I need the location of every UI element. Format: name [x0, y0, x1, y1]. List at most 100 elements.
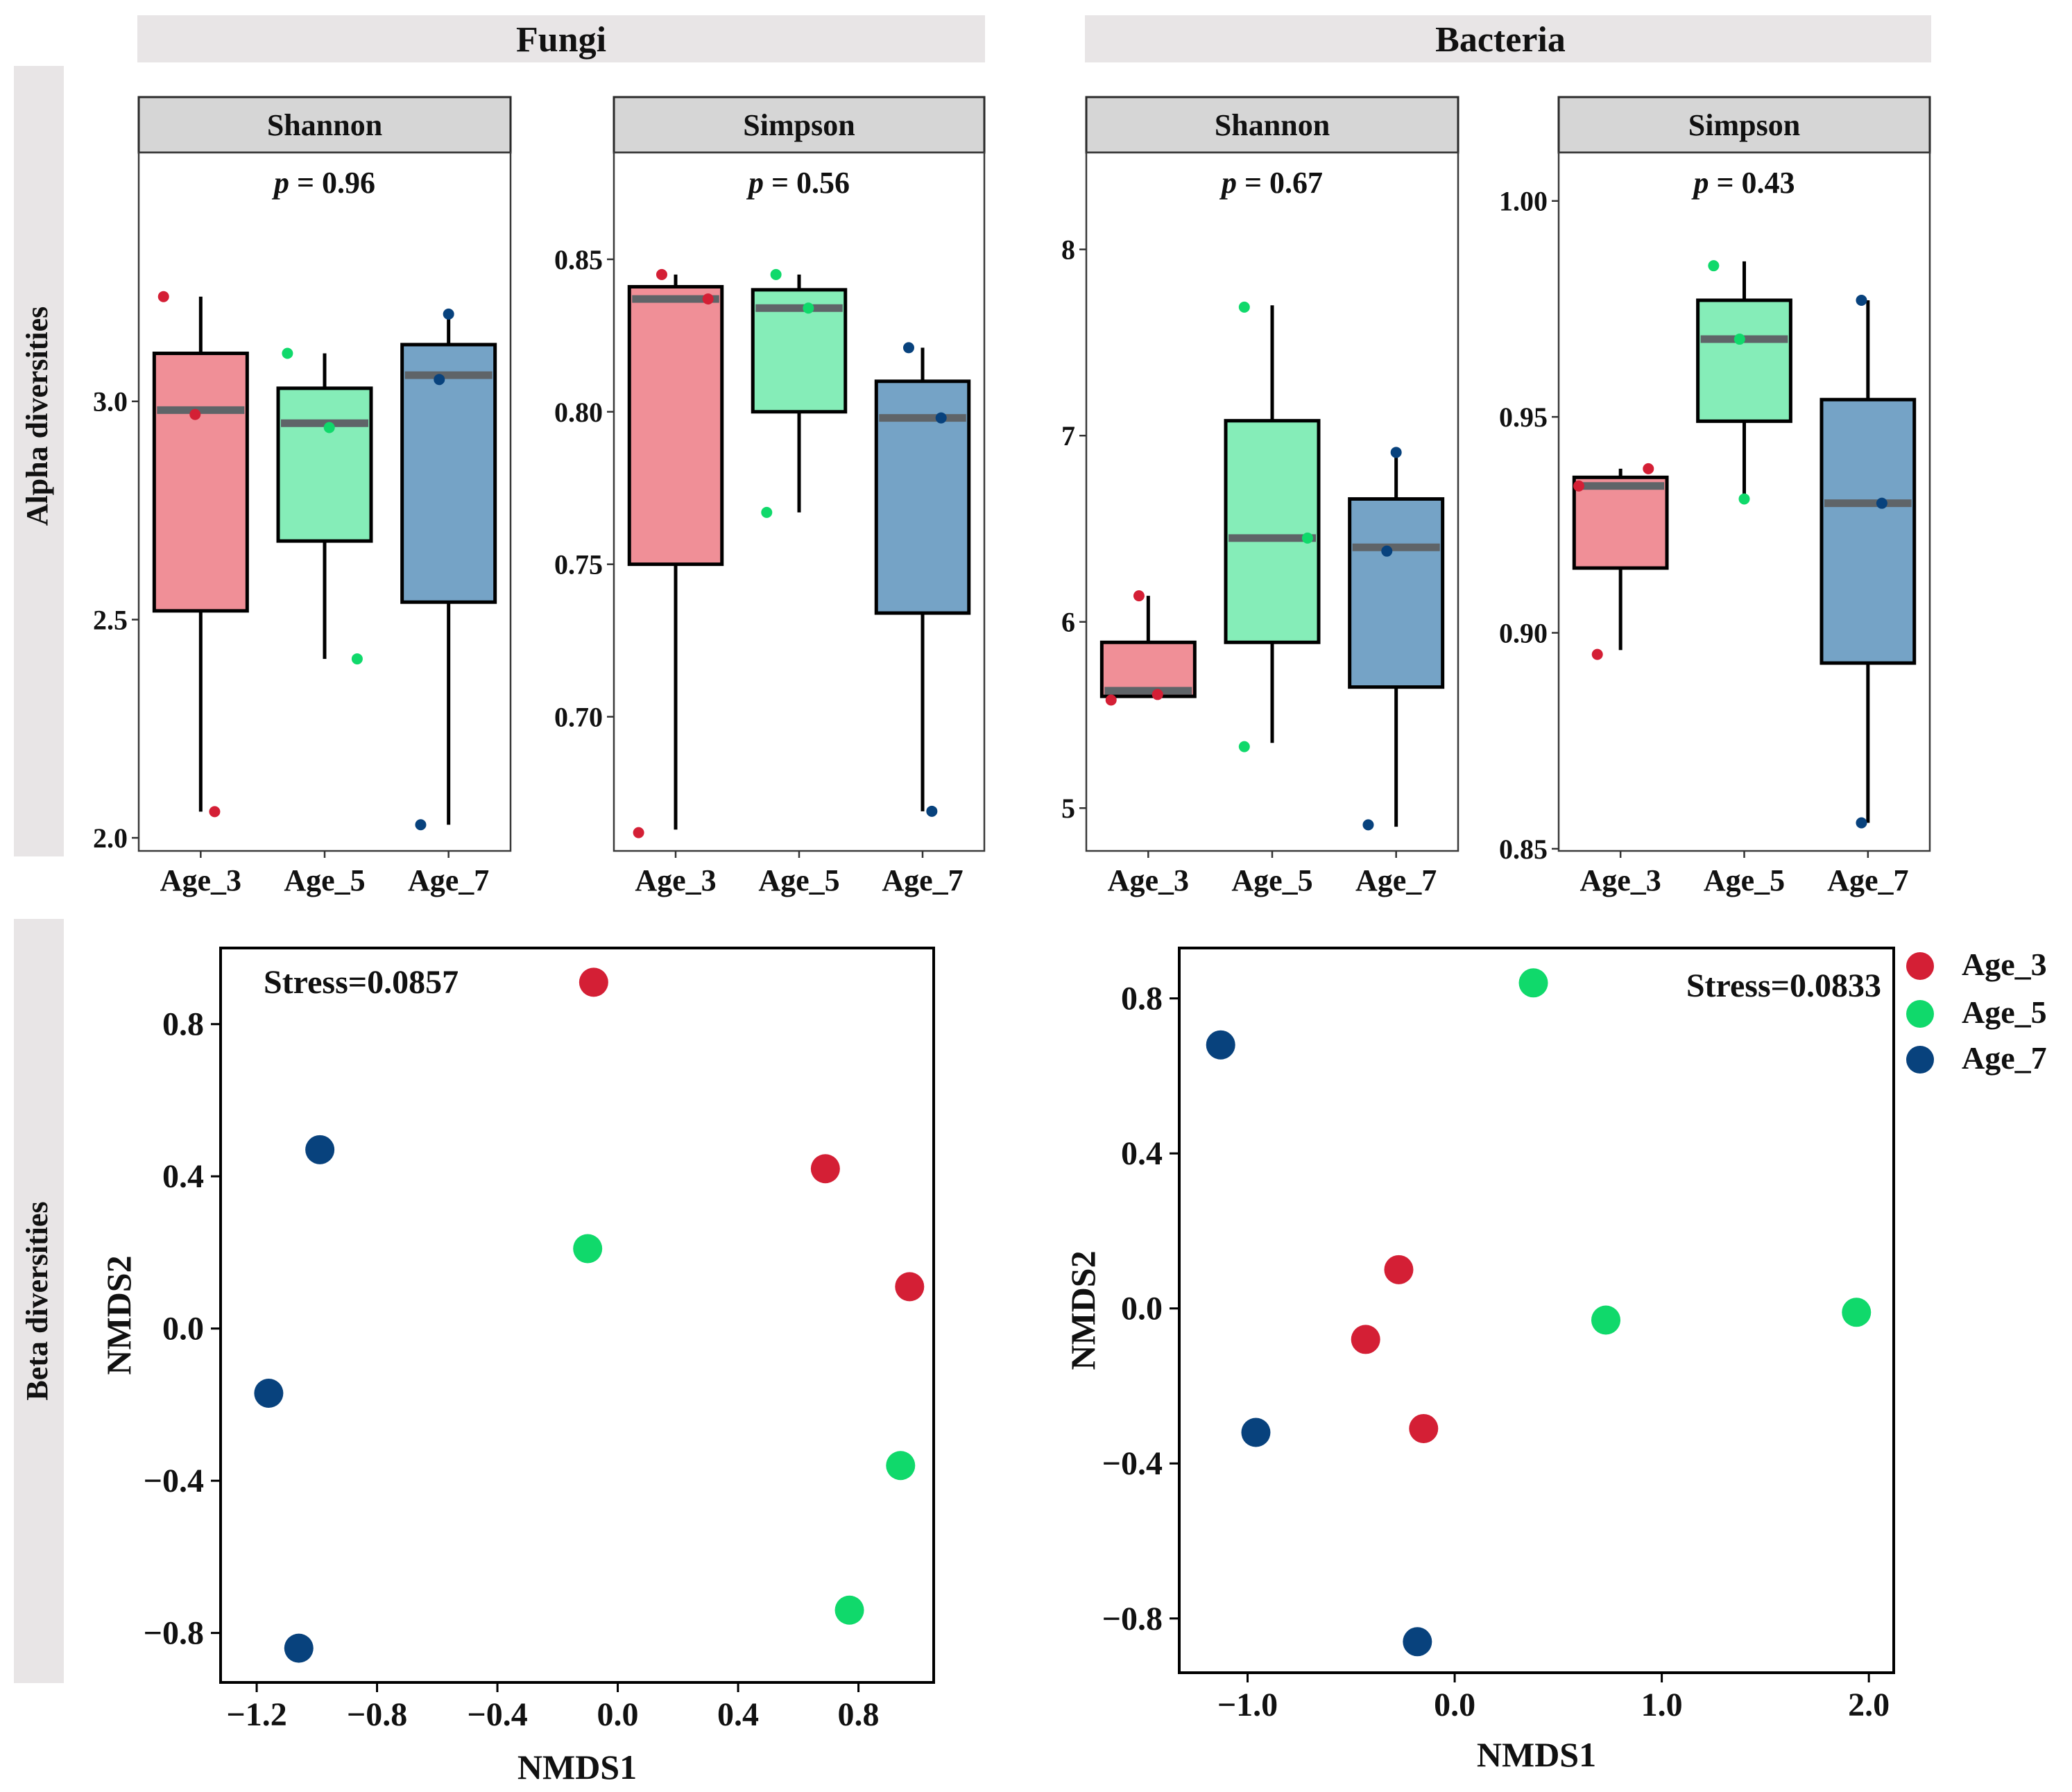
legend: Age_3 Age_5 Age_7	[1906, 947, 2047, 1076]
data-point-age_3	[1591, 648, 1603, 660]
y-tick-label: 2.5	[93, 604, 128, 635]
facet-title: Shannon	[267, 108, 382, 142]
data-point-age_5	[1708, 260, 1720, 272]
plot-frame	[219, 947, 935, 1684]
fungi-strip-label: Fungi	[516, 20, 606, 60]
p-value-label: p = 0.56	[746, 166, 850, 200]
x-tick-label: Age_7	[408, 863, 489, 897]
point-age_3	[895, 1272, 925, 1302]
y-tick-label: 1.00	[1499, 186, 1548, 217]
data-point-age_5	[1301, 532, 1313, 544]
legend-label-age5: Age_5	[1962, 994, 2047, 1030]
p-value-label: p = 0.96	[271, 166, 375, 200]
p-symbol: p	[1690, 166, 1716, 200]
box-age_5	[1224, 419, 1321, 644]
data-point-age_3	[633, 827, 644, 838]
data-point-age_3	[1151, 689, 1163, 700]
data-point-age_3	[1643, 463, 1654, 474]
x-tick-label: Age_3	[160, 863, 241, 897]
y-tick-label: 0.0	[162, 1311, 204, 1347]
data-point-age_7	[443, 308, 454, 320]
x-tick-label: 1.0	[1641, 1687, 1683, 1723]
x-tick-label: Age_5	[284, 863, 365, 897]
point-age_5	[1518, 968, 1548, 998]
y-tick-label: 3.0	[93, 386, 128, 417]
box-age_7	[1820, 397, 1917, 665]
point-age_7	[1403, 1627, 1432, 1657]
point-age_3	[1384, 1255, 1414, 1284]
beta-row-strip	[14, 919, 64, 1683]
legend-marker-age3	[1906, 952, 1934, 980]
y-tick-label: −0.4	[1102, 1445, 1163, 1482]
x-tick-label: 0.0	[1434, 1687, 1475, 1723]
stress-label: Stress=0.0833	[1686, 967, 1881, 1004]
data-point-age_3	[189, 408, 201, 420]
legend-marker-age5	[1906, 1000, 1934, 1028]
x-axis-title: NMDS1	[517, 1748, 637, 1786]
point-age_7	[1206, 1030, 1235, 1060]
y-tick-label: 2.0	[93, 822, 128, 854]
point-age_3	[810, 1154, 840, 1184]
x-tick-label: Age_7	[1827, 863, 1908, 897]
data-point-age_5	[761, 506, 773, 518]
y-tick-label: 8	[1061, 234, 1075, 266]
bacteria-strip-label: Bacteria	[1435, 20, 1566, 60]
y-tick-label: 0.85	[1499, 834, 1548, 865]
data-point-age_3	[209, 806, 221, 818]
alpha-row-label: Alpha diversities	[20, 307, 54, 526]
p-value-label: p = 0.43	[1690, 166, 1795, 200]
data-point-age_7	[1381, 545, 1393, 557]
box-age_5	[276, 386, 373, 543]
x-axis-title: NMDS1	[1477, 1735, 1596, 1774]
box-age_3	[152, 352, 249, 613]
box-panel-fungi_simpson: Simpson p = 0.56 0.70 0.75 0.80 0.85 Age_3 Age_…	[554, 96, 986, 897]
x-tick-label: Age_3	[635, 863, 716, 897]
box-panel-fungi_shannon: Shannon p = 0.96 2.0 2.5 3.0 Age_3 Age_5 Age_7	[93, 96, 512, 897]
point-age_5	[573, 1234, 603, 1264]
legend-label-age3: Age_3	[1962, 947, 2047, 982]
y-tick-label: 0.90	[1499, 618, 1548, 649]
box-age_7	[400, 343, 497, 604]
scatter-panel-fungi_nmds: −1.2 −0.8 −0.4 0.0 0.4 0.8 −0.8 −0.4 0.0 0.4 0.8 NM…	[99, 947, 935, 1786]
x-tick-label: Age_5	[1704, 863, 1785, 897]
point-age_5	[1591, 1305, 1621, 1335]
data-point-age_5	[803, 302, 814, 314]
y-tick-label: 0.75	[554, 549, 603, 580]
data-point-age_7	[1856, 817, 1867, 829]
facet-header	[613, 96, 986, 154]
x-tick-label: −1.2	[226, 1696, 286, 1733]
y-tick-label: 0.4	[162, 1158, 204, 1195]
point-age_7	[305, 1135, 335, 1164]
p-symbol: p	[746, 166, 771, 200]
y-tick-label: 0.0	[1121, 1291, 1163, 1327]
y-tick-label: 0.8	[1121, 981, 1163, 1017]
data-point-age_3	[1573, 480, 1584, 492]
y-tick-label: 0.8	[162, 1006, 204, 1043]
point-age_5	[886, 1451, 916, 1481]
box-panel-bacteria_shannon: Shannon p = 0.67 5 6 7 8 Age_3 Age_5 Age_7	[1061, 96, 1459, 897]
y-tick-label: 5	[1061, 793, 1075, 824]
y-tick-label: 0.4	[1121, 1135, 1163, 1172]
y-tick-label: −0.8	[144, 1615, 204, 1652]
point-age_5	[834, 1595, 864, 1625]
data-point-age_5	[351, 653, 363, 665]
x-tick-label: Age_7	[1355, 863, 1437, 897]
beta-row-label: Beta diversities	[20, 1201, 54, 1400]
x-tick-label: −0.4	[467, 1696, 527, 1733]
x-tick-label: Age_5	[1231, 863, 1312, 897]
fungi-strip	[137, 15, 985, 62]
y-tick-label: 0.85	[554, 244, 603, 275]
point-age_7	[284, 1633, 314, 1663]
box-age_3	[1572, 475, 1669, 570]
x-tick-label: −0.8	[347, 1696, 407, 1733]
box-age_5	[1696, 298, 1792, 423]
data-point-age_3	[157, 291, 169, 302]
point-age_5	[1842, 1298, 1872, 1327]
data-point-age_7	[415, 819, 427, 831]
box-age_3	[627, 284, 724, 567]
data-point-age_7	[935, 412, 947, 424]
facet-header	[1085, 96, 1459, 154]
x-tick-label: Age_7	[882, 863, 963, 897]
